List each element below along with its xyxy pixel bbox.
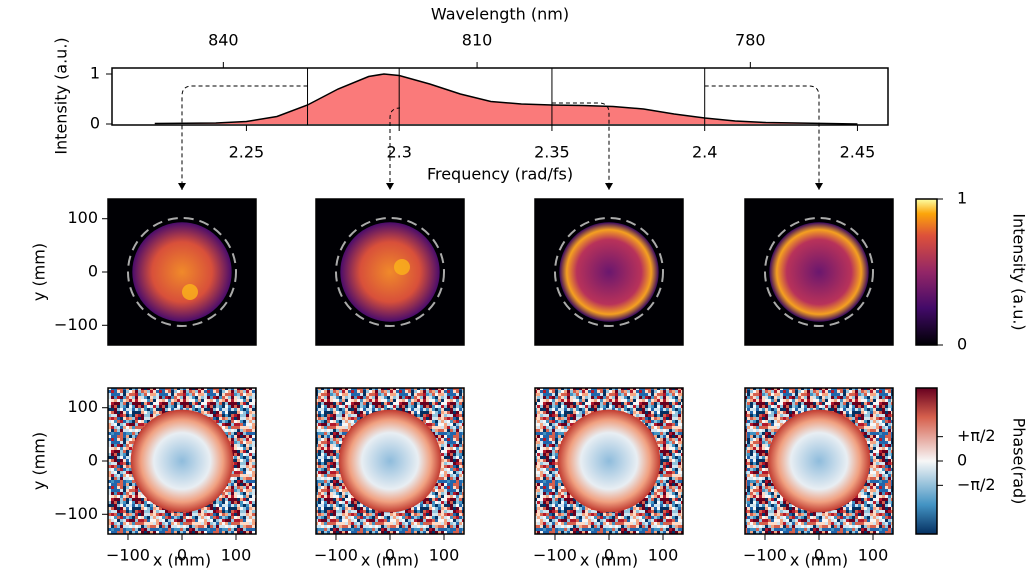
dashed-arrow — [386, 107, 401, 190]
x-tick-label: −100 — [533, 546, 577, 565]
y-axis-title: Intensity (a.u.) — [52, 37, 71, 154]
hot-spot — [394, 259, 410, 275]
y-tick-label: 0 — [88, 451, 98, 470]
colorbar — [915, 387, 938, 535]
colorbar-tick-label: −π/2 — [957, 475, 996, 494]
x-tick-label: 0 — [814, 546, 824, 565]
x2-tick-label: 780 — [735, 31, 766, 50]
beam-outline — [553, 216, 665, 328]
y-tick-label: 100 — [67, 208, 98, 227]
beam-intensity — [769, 222, 869, 322]
y-tick-label: 1 — [90, 64, 100, 83]
y-tick-label: −100 — [54, 504, 98, 523]
x2-tick-label: 840 — [208, 31, 239, 50]
x-tick-label: 2.45 — [840, 143, 876, 162]
x-axis-title: x (mm) — [361, 551, 419, 570]
y-tick-label: 0 — [90, 114, 100, 133]
colorbar — [915, 198, 938, 346]
x-tick-label: 2.35 — [534, 143, 570, 162]
y-tick-label: 100 — [67, 397, 98, 416]
beam-phase — [338, 409, 442, 513]
beam-phase — [557, 409, 661, 513]
image-frame — [744, 198, 894, 346]
beam-phase — [130, 409, 234, 513]
colorbar-tick-label: 0 — [957, 451, 967, 470]
beam-outline — [763, 216, 875, 328]
x-tick-label: 0 — [604, 546, 614, 565]
colorbar-title: Phase(rad) — [1010, 418, 1029, 505]
area-fill — [154, 74, 858, 124]
beam-intensity — [559, 222, 659, 322]
image-frame — [315, 198, 465, 346]
x-axis-title: x (mm) — [580, 551, 638, 570]
colorbar-title: Intensity (a.u.) — [1010, 213, 1029, 330]
x-tick-label: 0 — [177, 546, 187, 565]
hot-spot — [182, 284, 198, 300]
dashed-arrow — [551, 102, 613, 190]
x-axis-title: x (mm) — [153, 551, 211, 570]
x-axis-title: Frequency (rad/fs) — [427, 165, 573, 184]
beam-intensity — [340, 222, 440, 322]
colorbar-tick-label: 1 — [957, 189, 967, 208]
x2-axis-title: Wavelength (nm) — [431, 5, 569, 24]
x-tick-label: 2.4 — [692, 143, 717, 162]
dashed-arrow — [704, 85, 823, 190]
dashed-arrow — [178, 85, 308, 190]
colorbar-tick-label: 0 — [957, 335, 967, 354]
spectrum-line — [154, 73, 858, 125]
x-tick-label: −100 — [106, 546, 150, 565]
image-frame — [534, 198, 684, 346]
x-axis-title: x (mm) — [790, 551, 848, 570]
plot-frame — [111, 67, 889, 126]
y-tick-label: 0 — [88, 262, 98, 281]
x2-tick-label: 810 — [462, 31, 493, 50]
beam-outline — [126, 216, 238, 328]
x-tick-label: −100 — [314, 546, 358, 565]
beam-outline — [334, 216, 446, 328]
y-tick-label: −100 — [54, 315, 98, 334]
y-axis-title: y (mm) — [30, 243, 49, 301]
x-tick-label: 100 — [429, 546, 460, 565]
x-tick-label: 2.3 — [386, 143, 411, 162]
x-tick-label: 0 — [385, 546, 395, 565]
x-tick-label: 2.25 — [229, 143, 265, 162]
colorbar-tick-label: +π/2 — [957, 426, 996, 445]
beam-intensity — [132, 222, 232, 322]
x-tick-label: 100 — [648, 546, 679, 565]
y-axis-title: y (mm) — [30, 432, 49, 490]
x-tick-label: 100 — [221, 546, 252, 565]
x-tick-label: −100 — [743, 546, 787, 565]
beam-phase — [767, 409, 871, 513]
x-tick-label: 100 — [858, 546, 889, 565]
